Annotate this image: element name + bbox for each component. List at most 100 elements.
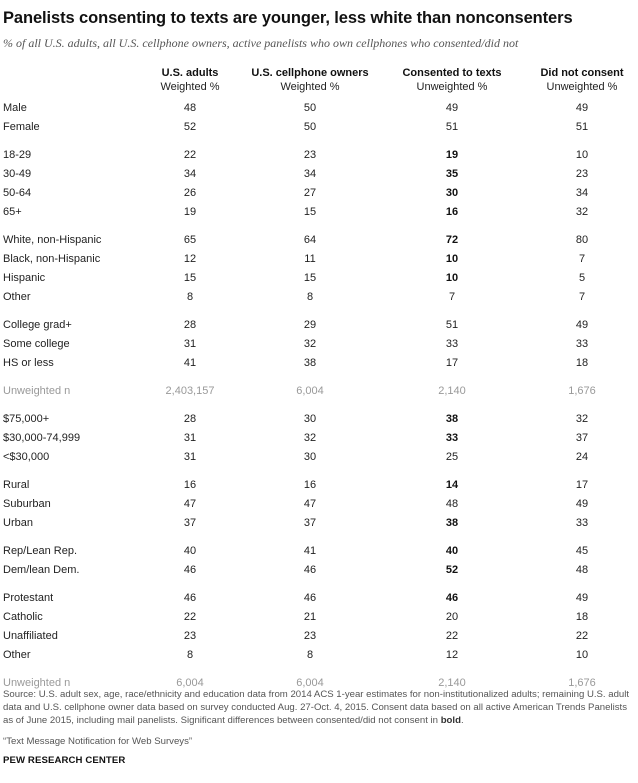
- table-cell: 40: [183, 545, 197, 557]
- organization-logo-text: PEW RESEARCH CENTER: [3, 755, 126, 766]
- table-cell: 6,004: [296, 677, 324, 689]
- page-subtitle: % of all U.S. adults, all U.S. cellphone…: [3, 36, 519, 50]
- table-cell: 49: [445, 102, 459, 114]
- table-cell: 23: [303, 149, 317, 161]
- table-cell: 38: [445, 517, 459, 529]
- table-row: Rep/Lean Rep. 40 41 40 45: [0, 542, 638, 561]
- table-cell: 15: [183, 272, 197, 284]
- table-row: Hispanic 15 15 10 5: [0, 269, 638, 288]
- table-cell: 25: [445, 451, 459, 463]
- table-cell: 16: [303, 479, 317, 491]
- row-label: Female: [3, 121, 40, 133]
- row-label: Male: [3, 102, 27, 114]
- table-row: Other 8 8 7 7: [0, 288, 638, 307]
- row-label: Rural: [3, 479, 30, 491]
- table-cell: 5: [578, 272, 586, 284]
- row-label: Urban: [3, 517, 33, 529]
- column-header-label: Did not consent: [540, 67, 624, 79]
- row-label: Some college: [3, 338, 70, 350]
- table-row: <$30,000 31 30 25 24: [0, 448, 638, 467]
- table-cell: 46: [183, 592, 197, 604]
- table-cell: 80: [575, 234, 589, 246]
- table-cell: 34: [575, 187, 589, 199]
- table-cell: 50: [303, 121, 317, 133]
- table-cell: 10: [445, 253, 459, 265]
- table-cell: 24: [575, 451, 589, 463]
- table-cell: 51: [575, 121, 589, 133]
- table-cell: 26: [183, 187, 197, 199]
- row-label: Black, non-Hispanic: [3, 253, 101, 265]
- table-cell: 6,004: [296, 385, 324, 397]
- table-cell: 20: [445, 611, 459, 623]
- table-cell: 35: [445, 168, 459, 180]
- table-cell: 37: [575, 432, 589, 444]
- table-row: Catholic 22 21 20 18: [0, 608, 638, 627]
- table-cell: 6,004: [176, 677, 204, 689]
- table-cell: 30: [303, 451, 317, 463]
- table-cell: 12: [445, 649, 459, 661]
- table-cell: 7: [578, 291, 586, 303]
- column-header-did-not-consent: Did not consent Unweighted %: [522, 66, 638, 94]
- table-cell: 15: [303, 206, 317, 218]
- table-cell: 51: [445, 319, 459, 331]
- table-cell: 52: [183, 121, 197, 133]
- table-row: Suburban 47 47 48 49: [0, 495, 638, 514]
- table-cell: 27: [303, 187, 317, 199]
- table-cell: 31: [183, 451, 197, 463]
- row-label: Dem/lean Dem.: [3, 564, 80, 576]
- column-header-sub: Unweighted %: [546, 81, 618, 93]
- table-cell: 50: [303, 102, 317, 114]
- unweighted-n-row: Unweighted n 2,403,157 6,004 2,140 1,676: [0, 382, 638, 401]
- table-cell: 46: [445, 592, 459, 604]
- table-cell: 33: [445, 432, 459, 444]
- table-row: Rural 16 16 14 17: [0, 476, 638, 495]
- table-row: $30,000-74,999 31 32 33 37: [0, 429, 638, 448]
- table-row: Dem/lean Dem. 46 46 52 48: [0, 561, 638, 580]
- table-cell: 46: [303, 564, 317, 576]
- table-cell: 18: [575, 357, 589, 369]
- table-cell: 33: [575, 338, 589, 350]
- table-cell: 10: [575, 149, 589, 161]
- row-label: Other: [3, 649, 31, 661]
- table-cell: 8: [186, 649, 194, 661]
- table-cell: 21: [303, 611, 317, 623]
- table-cell: 18: [575, 611, 589, 623]
- row-label: Catholic: [3, 611, 43, 623]
- table-row: HS or less 41 38 17 18: [0, 354, 638, 373]
- table-row: Urban 37 37 38 33: [0, 514, 638, 533]
- table-cell: 2,140: [438, 677, 466, 689]
- table-cell: 31: [183, 432, 197, 444]
- table-cell: 17: [575, 479, 589, 491]
- table-row: Protestant 46 46 46 49: [0, 589, 638, 608]
- table-cell: 46: [183, 564, 197, 576]
- table-cell: 7: [578, 253, 586, 265]
- table-cell: 8: [306, 291, 314, 303]
- table-cell: 34: [183, 168, 197, 180]
- table-cell: 33: [575, 517, 589, 529]
- table-cell: 32: [575, 206, 589, 218]
- table-cell: 45: [575, 545, 589, 557]
- table-row: Unaffiliated 23 23 22 22: [0, 627, 638, 646]
- row-label: Protestant: [3, 592, 54, 604]
- row-label: Rep/Lean Rep.: [3, 545, 77, 557]
- table-row: Female 52 50 51 51: [0, 118, 638, 137]
- table-cell: 23: [303, 630, 317, 642]
- table-cell: 22: [575, 630, 589, 642]
- table-cell: 49: [575, 592, 589, 604]
- table-cell: 51: [445, 121, 459, 133]
- column-header-label: U.S. adults: [161, 67, 219, 79]
- table-cell: 49: [575, 319, 589, 331]
- row-label: 65+: [3, 206, 22, 218]
- table-cell: 15: [303, 272, 317, 284]
- table-cell: 11: [304, 253, 316, 265]
- table-cell: 32: [303, 338, 317, 350]
- table-row: 30-49 34 34 35 23: [0, 165, 638, 184]
- row-label: <$30,000: [3, 451, 50, 463]
- table-cell: 48: [445, 498, 459, 510]
- source-end: .: [460, 715, 464, 726]
- table-cell: 65: [183, 234, 197, 246]
- table-cell: 33: [445, 338, 459, 350]
- table-cell: 17: [445, 357, 459, 369]
- row-label: 30-49: [3, 168, 32, 180]
- row-label: 50-64: [3, 187, 32, 199]
